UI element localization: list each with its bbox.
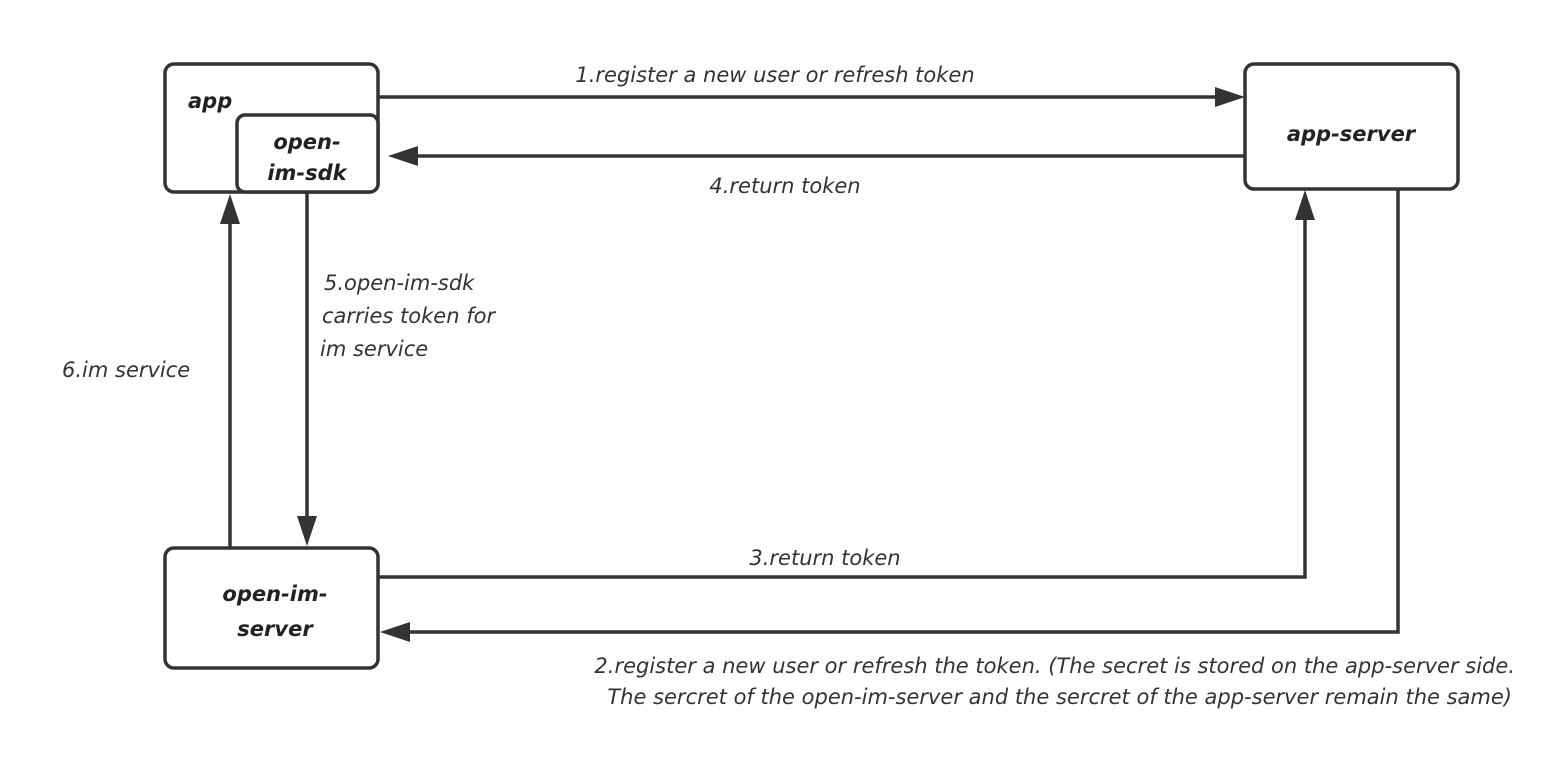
arrowhead-left-icon <box>388 146 418 166</box>
node-app-server: app-server <box>1243 62 1460 191</box>
node-sdk-label-1: open- <box>273 130 340 154</box>
edge-6-label: 6.im service <box>62 358 190 382</box>
edge-5-label-2: carries token for <box>322 304 496 328</box>
edge-5-label-3: im service <box>320 337 428 361</box>
node-app-server-label: app-server <box>1287 122 1417 146</box>
edge-4-label: 4.return token <box>709 174 860 198</box>
node-open-im-server: open-im- server <box>163 546 380 670</box>
node-app-label: app <box>188 89 232 113</box>
arrowhead-down-icon <box>297 516 317 546</box>
arrowhead-up-icon <box>220 194 240 224</box>
edge-5-label-1: 5.open-im-sdk <box>324 271 475 295</box>
edge-2: 2.register a new user or refresh the tok… <box>380 189 1515 709</box>
edge-1: 1.register a new user or refresh token <box>378 63 1245 107</box>
node-im-server-label-1: open-im- <box>222 582 327 606</box>
node-open-im-sdk: open- im-sdk <box>235 113 380 194</box>
edge-3-label: 3.return token <box>749 546 900 570</box>
arrowhead-left-icon <box>380 622 410 642</box>
edge-1-label: 1.register a new user or refresh token <box>575 63 974 87</box>
edge-2-label-1: 2.register a new user or refresh the tok… <box>594 654 1515 678</box>
edge-6: 6.im service <box>62 194 240 548</box>
node-im-server-label-2: server <box>237 617 314 641</box>
edge-3: 3.return token <box>378 190 1315 579</box>
edge-5: 5.open-im-sdk carries token for im servi… <box>297 192 496 546</box>
node-sdk-label-2: im-sdk <box>267 161 348 185</box>
edge-2-label-2: The sercret of the open-im-server and th… <box>607 685 1512 709</box>
arrowhead-right-icon <box>1215 87 1245 107</box>
arrowhead-up-icon <box>1295 190 1315 220</box>
edge-4: 4.return token <box>388 146 1245 198</box>
